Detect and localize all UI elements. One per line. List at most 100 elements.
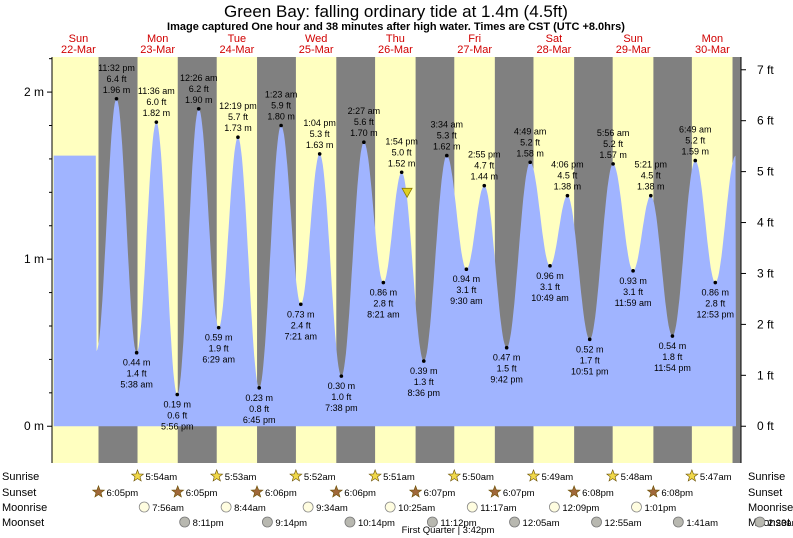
- sunset-icon: [408, 484, 423, 498]
- tide-point: [565, 193, 570, 198]
- tide-time: 6:29 am: [202, 355, 235, 365]
- tide-time: 9:42 pm: [490, 375, 523, 385]
- moonset-time: 12:55am: [605, 518, 642, 529]
- tide-m: 0.93 m: [619, 276, 647, 286]
- sunset-time: 6:06pm: [265, 488, 297, 499]
- moonset-time: 12:05am: [523, 518, 560, 529]
- tide-m: 1.73 m: [224, 123, 252, 133]
- tide-point: [317, 152, 322, 156]
- day-date: 28-Mar: [536, 44, 571, 56]
- tide-point: [631, 269, 635, 273]
- tide-time: 10:49 am: [531, 293, 569, 303]
- tide-point: [611, 162, 615, 166]
- tide-point: [649, 193, 653, 198]
- tide-time: 6:49 am: [679, 125, 712, 135]
- tide-point: [175, 392, 180, 397]
- tide-ft: 3.1 ft: [623, 287, 644, 297]
- tide-time: 1:04 pm: [303, 118, 336, 128]
- tide-m: 1.58 m: [516, 148, 544, 158]
- moonset-time: 1:41am: [686, 518, 718, 529]
- sunset-time: 6:05pm: [186, 488, 218, 499]
- right-tick-label: 3 ft: [757, 266, 774, 280]
- tide-point: [670, 334, 675, 338]
- tide-point: [196, 106, 201, 111]
- day-name: Sun: [69, 33, 89, 45]
- right-tick-label: 4 ft: [757, 216, 774, 230]
- tide-time: 4:06 pm: [551, 160, 584, 170]
- day-name: Sun: [623, 33, 643, 45]
- sunrise-time: 5:53am: [225, 472, 257, 483]
- tide-time: 12:26 am: [180, 73, 218, 83]
- tide-ft: 1.5 ft: [497, 364, 518, 374]
- tide-time: 2:55 pm: [468, 150, 501, 160]
- tide-time: 7:21 am: [285, 331, 318, 341]
- tide-point: [114, 96, 119, 101]
- sunrise-icon: [289, 468, 303, 482]
- moonrise-icon: [302, 501, 314, 513]
- tide-m: 0.44 m: [123, 358, 151, 368]
- tide-time: 1:23 am: [265, 90, 298, 100]
- right-tick-label: 1 ft: [757, 368, 774, 382]
- right-tick-label: 5 ft: [757, 165, 774, 179]
- sunset-icon: [646, 484, 661, 498]
- day-name: Wed: [305, 33, 327, 45]
- tide-ft: 5.6 ft: [354, 117, 375, 127]
- tide-time: 11:32 pm: [98, 63, 135, 73]
- tide-m: 1.44 m: [471, 172, 499, 182]
- tide-ft: 1.4 ft: [127, 369, 148, 379]
- sunset-icon: [250, 484, 264, 498]
- tide-time: 12:53 pm: [697, 310, 735, 320]
- right-tick-label: 6 ft: [757, 114, 774, 128]
- tide-m: 1.96 m: [103, 85, 131, 95]
- moonset-icon: [509, 516, 520, 528]
- sunrise-time: 5:50am: [462, 472, 494, 483]
- moonrise-icon: [631, 501, 642, 513]
- tide-ft: 3.1 ft: [540, 282, 561, 292]
- tide-ft: 4.7 ft: [474, 161, 495, 171]
- tide-ft: 6.0 ft: [146, 97, 167, 107]
- row-label-left: Moonset: [2, 517, 44, 529]
- moonset-icon: [179, 516, 191, 528]
- moonrise-time: 12:09pm: [562, 503, 599, 514]
- tide-time: 6:45 pm: [243, 415, 276, 425]
- sunset-icon: [91, 484, 106, 498]
- sun-moon-events: Sunrise Sunrise Sunset Sunset Moonrise Moonri…: [2, 468, 793, 529]
- moonset-icon: [754, 516, 766, 528]
- sunset-time: 6:07pm: [424, 488, 456, 499]
- sunset-time: 6:06pm: [344, 488, 376, 499]
- tide-ft: 4.5 ft: [557, 171, 578, 181]
- tide-time: 3:34 am: [431, 120, 464, 130]
- moonset-time: 8:11pm: [193, 518, 224, 529]
- tide-ft: 6.2 ft: [189, 84, 210, 94]
- sunset-time: 6:05pm: [107, 488, 139, 499]
- tide-point: [713, 280, 718, 285]
- tide-ft: 1.8 ft: [662, 352, 683, 362]
- tide-point: [134, 350, 139, 355]
- tide-m: 1.38 m: [637, 182, 665, 192]
- tide-point: [693, 158, 698, 163]
- tide-time: 7:38 pm: [325, 403, 358, 413]
- tide-point: [236, 135, 240, 139]
- moonrise-icon: [220, 501, 232, 513]
- tide-ft: 5.0 ft: [392, 147, 413, 157]
- tide-ft: 5.7 ft: [228, 112, 249, 122]
- day-date: 30-Mar: [695, 44, 730, 56]
- tide-point: [154, 120, 159, 124]
- tide-time: 1:54 pm: [385, 136, 418, 146]
- tide-m: 0.54 m: [659, 341, 687, 351]
- chart-title: Green Bay: falling ordinary tide at 1.4m…: [224, 2, 568, 21]
- tide-ft: 5.3 ft: [437, 131, 458, 141]
- day-date: 25-Mar: [299, 44, 334, 56]
- sunrise-icon: [209, 468, 224, 482]
- day-name: Mon: [702, 33, 723, 45]
- tide-point: [362, 140, 366, 145]
- night-band: [732, 57, 741, 463]
- day-name: Sat: [546, 33, 563, 45]
- day-name: Tue: [228, 33, 247, 45]
- moonset-icon: [261, 516, 273, 528]
- row-label-right: Moonrise: [748, 502, 793, 514]
- tide-m: 1.80 m: [267, 112, 295, 122]
- tide-ft: 2.8 ft: [373, 299, 394, 309]
- axes: 0 m 1 m 2 m 0 ft 1 ft 2 ft 3 ft 4 ft 5 ft 6 ft 7 f…: [24, 57, 774, 463]
